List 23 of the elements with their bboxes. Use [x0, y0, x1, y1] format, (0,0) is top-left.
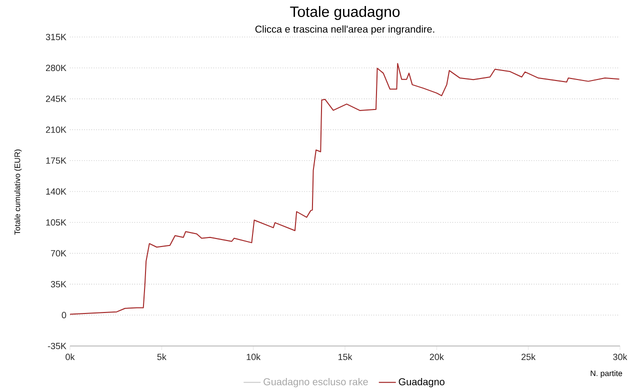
y-tick-label: 70K	[50, 250, 66, 257]
y-tick-label: 245K	[46, 96, 66, 102]
y-tick-label: 35K	[50, 281, 66, 288]
y-tick-label: 175K	[46, 158, 66, 164]
x-tick-label: 30k	[613, 354, 628, 360]
x-tick-label: 5k	[157, 354, 166, 360]
x-tick-label: 0k	[66, 354, 75, 360]
y-tick-label: 105K	[46, 219, 66, 226]
legend-label: Guadagno escluso rake	[264, 378, 368, 388]
y-tick-label: 210K	[46, 126, 66, 134]
legend-label: Guadagno	[398, 378, 444, 388]
y-tick-label: 280K	[46, 64, 66, 72]
chart-subtitle: Clicca e trascina nell'area per ingrandire.	[255, 26, 434, 35]
chart-title: Totale guadagno	[290, 6, 400, 20]
y-tick-label: 0	[62, 312, 66, 318]
x-tick-label: 15k	[338, 354, 352, 360]
y-tick-label: 315K	[46, 34, 66, 40]
x-tick-label: 20k	[430, 354, 444, 360]
x-tick-label: 25k	[522, 354, 536, 360]
x-tick-label: 10k	[246, 354, 261, 360]
y-tick-label: -35K	[48, 342, 66, 350]
line-series	[70, 63, 620, 315]
y-tick-label: 140K	[46, 188, 66, 195]
